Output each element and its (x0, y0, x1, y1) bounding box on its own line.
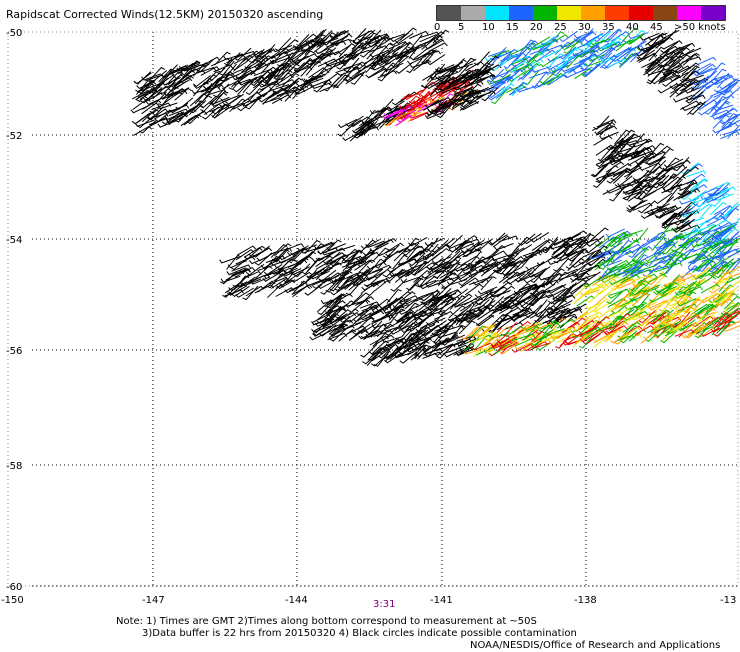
lat-label-56: -56 (6, 346, 22, 357)
legend-label: 5 (458, 22, 464, 33)
wind-barb (300, 252, 316, 265)
legend-label: 25 (554, 22, 567, 33)
legend-label: 0 (434, 22, 440, 33)
footer-notes: Note: 1) Times are GMT 2)Times along bot… (116, 616, 720, 652)
legend-swatch (677, 6, 701, 20)
wind-barb (548, 284, 566, 293)
wind-barb (700, 205, 715, 219)
wind-barb (568, 304, 586, 313)
wind-barb (686, 92, 703, 103)
note-line-2: 3)Data buffer is 22 hrs from 20150320 4)… (116, 628, 720, 640)
lon-label-144: -144 (285, 595, 308, 606)
lon-label-138: -138 (574, 595, 597, 606)
longitude-labels: -150 -147 -144 -141 -138 -13 (1, 595, 736, 606)
wind-barb (501, 322, 517, 335)
wind-barb (218, 75, 233, 89)
wind-barb (225, 283, 243, 293)
legend-label: 20 (530, 22, 543, 33)
legend-swatch (581, 6, 605, 20)
legend-swatch (605, 6, 629, 20)
legend-label: 35 (602, 22, 615, 33)
wind-barb (659, 297, 674, 311)
legend-label: 10 (482, 22, 495, 33)
legend-label: 40 (626, 22, 639, 33)
lat-label-54: -54 (6, 235, 22, 246)
legend-label: >50 knots (674, 22, 726, 33)
wind-barb (658, 149, 674, 162)
legend-label: 30 (578, 22, 591, 33)
color-scale-labels: 0 5 10 15 20 25 30 35 40 45 >50 knots (436, 22, 726, 36)
pass-time-label: 3:31 (373, 599, 395, 610)
wind-barb (594, 136, 612, 145)
lat-label-52: -52 (6, 131, 22, 142)
lon-label-141: -141 (430, 595, 453, 606)
legend-label: 15 (506, 22, 519, 33)
legend-swatch (557, 6, 581, 20)
lat-label-50: -50 (6, 28, 22, 39)
wind-barb (621, 239, 639, 249)
wind-barb (682, 266, 699, 278)
legend-swatch (629, 6, 653, 20)
wind-barb (633, 228, 648, 242)
legend-swatch (653, 6, 677, 20)
latitude-labels: -50 -52 -54 -56 -58 -60 (6, 28, 22, 593)
wind-barb (432, 240, 449, 252)
legend-label: 45 (650, 22, 663, 33)
legend-swatch (509, 6, 533, 20)
legend-swatch (437, 6, 461, 20)
wind-barb (370, 336, 389, 345)
note-line-1: Note: 1) Times are GMT 2)Times along bot… (116, 616, 720, 628)
legend-swatch (533, 6, 557, 20)
wind-barbs (131, 28, 740, 366)
legend-swatch (461, 6, 485, 20)
color-scale-bar (436, 5, 726, 21)
note-line-3: NOAA/NESDIS/Office of Research and Appli… (116, 640, 720, 652)
lon-label-147: -147 (142, 595, 165, 606)
wind-barb (176, 98, 193, 109)
wind-barb (370, 243, 389, 251)
lon-label-150: -150 (1, 595, 24, 606)
wind-barb (133, 127, 152, 136)
wind-barb (670, 177, 686, 190)
wind-speed-legend: 0 5 10 15 20 25 30 35 40 45 >50 knots (436, 5, 726, 36)
wind-barb (681, 167, 698, 178)
lat-label-58: -58 (6, 461, 22, 472)
wind-barb (276, 288, 295, 297)
wind-barb (427, 55, 445, 65)
legend-swatch (485, 6, 509, 20)
wind-barb (214, 65, 233, 72)
legend-swatch (701, 6, 725, 20)
wind-barb (263, 98, 282, 104)
map-title: Rapidscat Corrected Winds(12.5KM) 201503… (6, 8, 323, 21)
wind-barb (398, 259, 417, 267)
lat-label-60: -60 (6, 582, 22, 593)
lon-label-135: -13 (720, 595, 736, 606)
wind-barb (391, 279, 407, 292)
wind-barb (681, 163, 698, 174)
wind-barb (573, 263, 591, 273)
